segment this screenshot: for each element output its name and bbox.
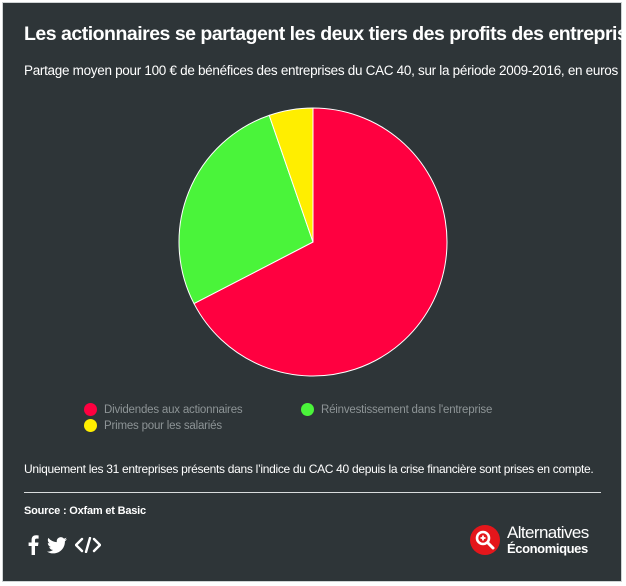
chart-subtitle: Partage moyen pour 100 € de bénéfices de…: [24, 63, 618, 78]
logo-line1: Alternatives: [507, 523, 589, 542]
pie-chart: [178, 107, 448, 377]
legend-item-reinvestissement[interactable]: Réinvestissement dans l'entreprise: [301, 403, 492, 416]
chart-legend: Dividendes aux actionnaires Réinvestisse…: [84, 403, 544, 443]
logo-line2: Économiques: [507, 541, 588, 556]
brand-logo[interactable]: Alternatives Économiques: [470, 524, 589, 555]
facebook-icon[interactable]: [27, 535, 39, 555]
pie-slice-dividendes[interactable]: [193, 107, 448, 377]
legend-label: Primes pour les salariés: [104, 419, 222, 432]
legend-swatch: [84, 419, 97, 432]
legend-item-primes[interactable]: Primes pour les salariés: [84, 419, 222, 432]
chart-source: Source : Oxfam et Basic: [24, 505, 146, 517]
pie-slice-primes[interactable]: [268, 107, 314, 243]
legend-label: Réinvestissement dans l'entreprise: [321, 403, 493, 416]
legend-swatch: [84, 403, 97, 416]
twitter-icon[interactable]: [47, 536, 67, 554]
divider: [24, 492, 601, 493]
legend-label: Dividendes aux actionnaires: [104, 403, 243, 416]
magnifier-icon: [470, 524, 500, 555]
chart-title: Les actionnaires se partagent les deux t…: [24, 23, 626, 45]
embed-code-icon[interactable]: [75, 537, 101, 553]
share-bar: [27, 535, 101, 555]
legend-swatch: [301, 403, 314, 416]
chart-note: Uniquement les 31 entreprises présents d…: [24, 462, 594, 476]
pie-slice-reinvestissement[interactable]: [178, 114, 314, 305]
legend-item-dividendes[interactable]: Dividendes aux actionnaires: [84, 403, 243, 416]
